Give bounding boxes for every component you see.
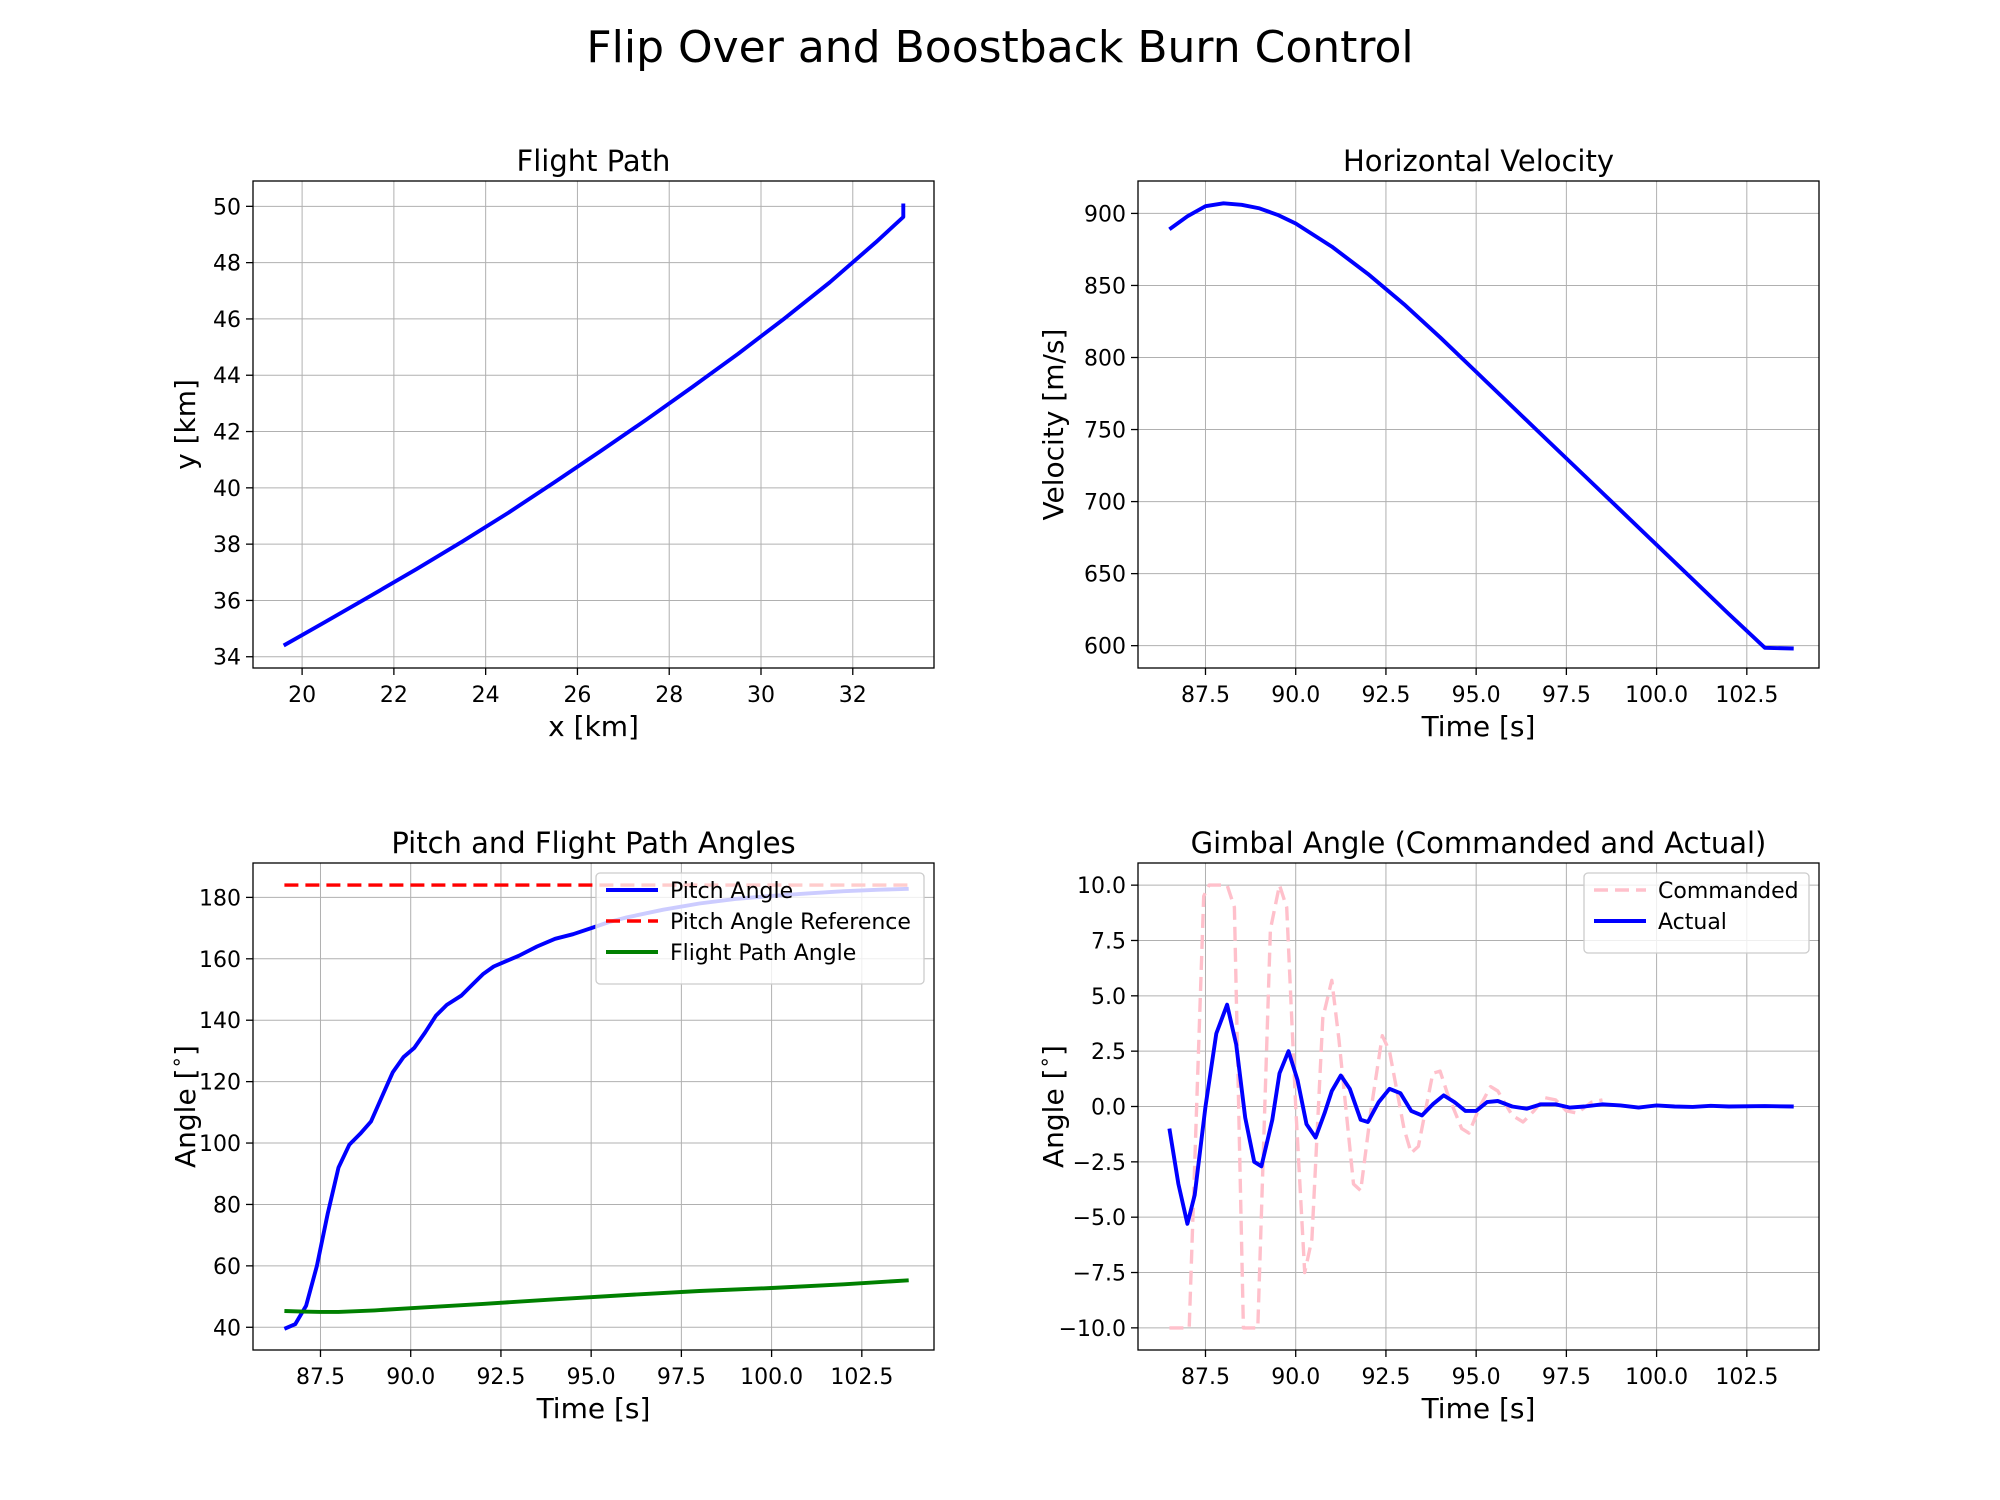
gimbal-angle-y-tick-label: 7.5 [1091, 929, 1126, 954]
horizontal-velocity-y-tick-label: 650 [1084, 563, 1126, 588]
flight-path-y-tick-label: 46 [213, 308, 241, 333]
horizontal-velocity-axes-frame [1137, 180, 1820, 669]
horizontal-velocity-y-tick-label: 750 [1084, 419, 1126, 444]
flight-path-y-tick-label: 36 [213, 589, 241, 614]
horizontal-velocity-y-tick-label: 900 [1084, 202, 1126, 227]
horizontal-velocity-y-axis-label: Velocity [m/s] [1037, 329, 1070, 521]
flight-path-x-tick-label: 22 [380, 683, 408, 708]
gimbal-angle-x-tick-label: 92.5 [1361, 1365, 1410, 1390]
pitch-angles-y-tick-label: 80 [213, 1193, 241, 1218]
horizontal-velocity-title: Horizontal Velocity [1343, 144, 1614, 178]
gimbal-angle-y-tick-label: 5.0 [1091, 985, 1126, 1010]
pitch-angles-x-tick-label: 87.5 [296, 1365, 345, 1390]
flight-path-y-axis-label: y [km] [169, 379, 202, 470]
flight-path-series-line [282, 203, 906, 648]
gimbal-angle-panel: 87.5 90.0 92.5 95.0 97.5 100.0 102.5 −10.0 −7.5 −… [1032, 826, 1820, 1425]
pitch-angles-legend-label: Flight Path Angle [670, 941, 856, 966]
gimbal-angle-title: Gimbal Angle (Commanded and Actual) [1191, 826, 1767, 860]
horizontal-velocity-series-line [1168, 201, 1794, 651]
pitch-angles-panel: 87.5 90.0 92.5 95.0 97.5 100.0 102.5 40 60 80 100 1… [164, 826, 935, 1425]
horizontal-velocity-y-tick-label: 850 [1084, 274, 1126, 299]
gimbal-angle-y-tick-label: −5.0 [1073, 1206, 1126, 1231]
horizontal-velocity-panel: 87.5 90.0 92.5 95.0 97.5 100.0 102.5 600 650 700 7… [1037, 144, 1820, 743]
pitch-angles-series-line [284, 1278, 909, 1314]
horizontal-velocity-x-tick-label: 95.0 [1452, 683, 1501, 708]
gimbal-angle-series-line [1167, 1002, 1794, 1226]
gimbal-angle-x-tick-label: 97.5 [1542, 1365, 1591, 1390]
pitch-angles-x-tick-label: 92.5 [476, 1365, 525, 1390]
gimbal-angle-x-tick-label: 87.5 [1181, 1365, 1230, 1390]
pitch-angles-axes-frame [252, 862, 935, 1351]
gimbal-angle-y-tick-label: −2.5 [1073, 1151, 1126, 1176]
gimbal-angle-x-tick-label: 90.0 [1271, 1365, 1320, 1390]
flight-path-x-tick-label: 28 [655, 683, 683, 708]
flight-path-y-tick-label: 34 [213, 646, 241, 671]
pitch-angles-x-tick-label: 97.5 [657, 1365, 706, 1390]
flight-path-panel: 20 22 24 26 28 30 32 34 36 38 40 42 44 46 48 50 Flight P… [169, 144, 935, 743]
pitch-angles-y-tick-label: 100 [199, 1132, 241, 1157]
gimbal-angle-x-tick-label: 95.0 [1452, 1365, 1501, 1390]
pitch-angles-y-tick-label: 120 [199, 1071, 241, 1096]
gimbal-angle-y-tick-label: 2.5 [1091, 1040, 1126, 1065]
horizontal-velocity-x-tick-label: 90.0 [1271, 683, 1320, 708]
gimbal-angle-x-axis-label: Time [s] [1421, 1392, 1536, 1425]
pitch-angles-y-tick-label: 160 [199, 948, 241, 973]
flight-path-y-tick-label: 48 [213, 252, 241, 277]
horizontal-velocity-x-tick-label: 92.5 [1361, 683, 1410, 708]
flight-path-x-tick-label: 30 [747, 683, 775, 708]
flight-path-x-axis-label: x [km] [548, 710, 639, 743]
pitch-angles-x-tick-label: 100.0 [740, 1365, 803, 1390]
pitch-angles-legend-label: Pitch Angle [670, 879, 793, 904]
horizontal-velocity-x-axis-label: Time [s] [1421, 710, 1536, 743]
horizontal-velocity-x-tick-label: 100.0 [1625, 683, 1688, 708]
pitch-angles-legend [595, 872, 925, 985]
pitch-angles-legend-label: Pitch Angle Reference [670, 910, 911, 935]
pitch-angles-y-tick-label: 180 [199, 886, 241, 911]
gimbal-angle-x-tick-label: 100.0 [1625, 1365, 1688, 1390]
pitch-angles-x-tick-label: 95.0 [567, 1365, 616, 1390]
horizontal-velocity-y-tick-label: 800 [1084, 347, 1126, 372]
figure-title: Flip Over and Boostback Burn Control [586, 22, 1413, 73]
flight-path-x-tick-label: 32 [839, 683, 867, 708]
pitch-angles-title: Pitch and Flight Path Angles [391, 826, 795, 860]
horizontal-velocity-x-tick-label: 97.5 [1542, 683, 1591, 708]
pitch-angles-y-tick-label: 40 [213, 1316, 241, 1341]
gimbal-angle-y-tick-label: −7.5 [1073, 1262, 1126, 1287]
gimbal-angle-y-tick-label: 0.0 [1091, 1096, 1126, 1121]
gimbal-angle-legend [1583, 872, 1810, 954]
pitch-angles-y-tick-label: 60 [213, 1255, 241, 1280]
flight-path-y-tick-label: 42 [213, 421, 241, 446]
flight-path-y-tick-label: 44 [213, 364, 241, 389]
flight-path-title: Flight Path [517, 144, 671, 178]
gimbal-angle-series-line [1169, 883, 1603, 1330]
flight-path-y-tick-label: 40 [213, 477, 241, 502]
flight-path-x-tick-label: 20 [288, 683, 316, 708]
horizontal-velocity-x-tick-label: 102.5 [1715, 683, 1778, 708]
gimbal-angle-legend-label: Commanded [1658, 879, 1799, 904]
flight-path-y-tick-label: 50 [213, 195, 241, 220]
horizontal-velocity-y-tick-label: 600 [1084, 635, 1126, 660]
horizontal-velocity-y-tick-label: 700 [1084, 491, 1126, 516]
gimbal-angle-x-tick-label: 102.5 [1715, 1365, 1778, 1390]
pitch-angles-x-tick-label: 90.0 [386, 1365, 435, 1390]
pitch-angles-y-tick-label: 140 [199, 1009, 241, 1034]
flight-path-axes-frame [252, 180, 935, 669]
flight-path-x-tick-label: 24 [472, 683, 500, 708]
pitch-angles-x-axis-label: Time [s] [536, 1392, 651, 1425]
flight-path-y-tick-label: 38 [213, 533, 241, 558]
gimbal-angle-y-tick-label: 10.0 [1077, 874, 1126, 899]
horizontal-velocity-x-tick-label: 87.5 [1181, 683, 1230, 708]
pitch-angles-x-tick-label: 102.5 [830, 1365, 893, 1390]
gimbal-angle-y-tick-label: −10.0 [1059, 1317, 1126, 1342]
gimbal-angle-legend-label: Actual [1658, 910, 1727, 935]
flight-path-x-tick-label: 26 [563, 683, 591, 708]
